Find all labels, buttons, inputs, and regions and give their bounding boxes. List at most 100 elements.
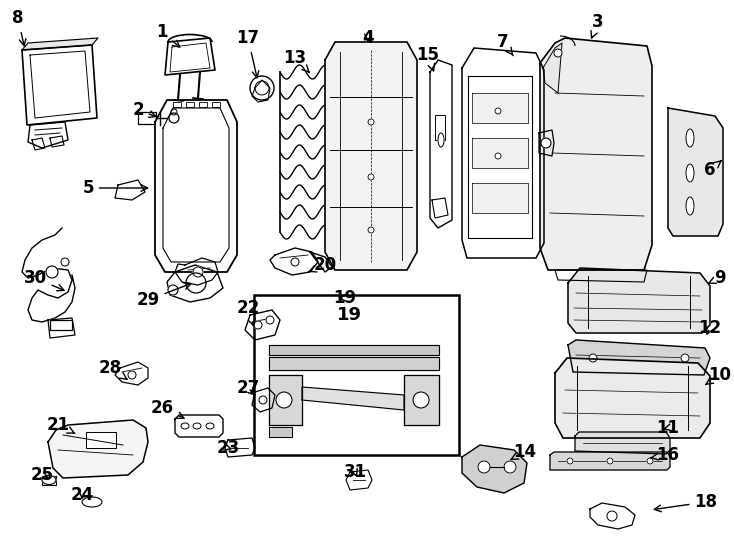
- Text: 23: 23: [217, 439, 239, 457]
- Polygon shape: [269, 345, 439, 355]
- Polygon shape: [155, 100, 237, 272]
- Circle shape: [61, 258, 69, 266]
- Ellipse shape: [181, 423, 189, 429]
- Polygon shape: [269, 427, 292, 437]
- Ellipse shape: [438, 133, 444, 147]
- Bar: [86, 432, 116, 448]
- Text: 11: 11: [656, 419, 680, 437]
- Circle shape: [276, 392, 292, 408]
- Text: 4: 4: [362, 29, 374, 47]
- Circle shape: [250, 76, 274, 100]
- Polygon shape: [325, 42, 417, 270]
- Polygon shape: [50, 136, 64, 147]
- Circle shape: [186, 273, 206, 293]
- Circle shape: [168, 285, 178, 295]
- Text: 27: 27: [236, 379, 260, 397]
- Text: 10: 10: [705, 366, 732, 384]
- Polygon shape: [543, 43, 562, 93]
- Circle shape: [413, 392, 429, 408]
- Polygon shape: [462, 445, 527, 493]
- Polygon shape: [468, 76, 532, 238]
- Polygon shape: [170, 43, 210, 72]
- Polygon shape: [269, 357, 439, 370]
- Circle shape: [495, 108, 501, 114]
- Circle shape: [46, 266, 58, 278]
- Circle shape: [128, 371, 136, 379]
- Circle shape: [254, 321, 262, 329]
- Circle shape: [291, 258, 299, 266]
- Text: 24: 24: [70, 486, 94, 504]
- Polygon shape: [175, 258, 218, 285]
- Ellipse shape: [686, 164, 694, 182]
- Text: 22: 22: [236, 299, 260, 326]
- Circle shape: [368, 119, 374, 125]
- Polygon shape: [568, 340, 710, 375]
- Polygon shape: [539, 130, 554, 156]
- Polygon shape: [22, 38, 98, 50]
- Text: 2: 2: [132, 101, 156, 119]
- Text: 3: 3: [591, 13, 604, 38]
- Text: 25: 25: [30, 466, 54, 484]
- Polygon shape: [462, 48, 544, 258]
- Bar: [186, 102, 194, 107]
- Circle shape: [541, 138, 551, 148]
- Text: 6: 6: [704, 161, 721, 179]
- Text: 7: 7: [497, 33, 513, 56]
- Polygon shape: [163, 108, 229, 262]
- Circle shape: [259, 396, 267, 404]
- Polygon shape: [22, 45, 97, 125]
- Bar: [42, 476, 56, 485]
- Polygon shape: [245, 310, 280, 340]
- Polygon shape: [346, 470, 372, 490]
- Polygon shape: [252, 388, 275, 412]
- Circle shape: [171, 109, 177, 115]
- Ellipse shape: [82, 497, 102, 507]
- Circle shape: [169, 113, 179, 123]
- Polygon shape: [270, 248, 318, 275]
- Polygon shape: [30, 51, 90, 118]
- Ellipse shape: [686, 197, 694, 215]
- Circle shape: [368, 174, 374, 180]
- Circle shape: [589, 354, 597, 362]
- Polygon shape: [48, 318, 75, 338]
- Text: 8: 8: [12, 9, 26, 46]
- Text: 19: 19: [336, 306, 362, 324]
- Bar: [138, 112, 156, 124]
- Polygon shape: [302, 387, 404, 410]
- Circle shape: [193, 267, 203, 277]
- Polygon shape: [115, 180, 145, 200]
- Bar: [435, 115, 445, 140]
- Ellipse shape: [42, 476, 56, 484]
- Text: 13: 13: [283, 49, 309, 72]
- Ellipse shape: [686, 129, 694, 147]
- Polygon shape: [575, 432, 670, 454]
- Circle shape: [478, 461, 490, 473]
- Circle shape: [647, 458, 653, 464]
- Polygon shape: [269, 375, 302, 425]
- Text: 26: 26: [150, 399, 184, 418]
- Text: 9: 9: [708, 269, 726, 287]
- Text: 31: 31: [344, 463, 366, 481]
- Text: 18: 18: [654, 493, 718, 512]
- Circle shape: [255, 81, 269, 95]
- Polygon shape: [555, 358, 710, 438]
- Circle shape: [266, 316, 274, 324]
- Text: 17: 17: [236, 29, 260, 78]
- Polygon shape: [165, 38, 215, 75]
- Text: 16: 16: [651, 446, 680, 464]
- Text: 29: 29: [137, 283, 191, 309]
- Circle shape: [495, 153, 501, 159]
- Text: 21: 21: [46, 416, 75, 434]
- Polygon shape: [432, 198, 448, 218]
- Circle shape: [504, 461, 516, 473]
- Bar: [173, 102, 181, 107]
- Text: 14: 14: [511, 443, 537, 461]
- Polygon shape: [310, 252, 332, 272]
- Text: 15: 15: [416, 46, 440, 71]
- Circle shape: [607, 458, 613, 464]
- Circle shape: [681, 354, 689, 362]
- Polygon shape: [540, 38, 652, 270]
- Polygon shape: [404, 375, 439, 425]
- Polygon shape: [167, 265, 223, 302]
- Polygon shape: [430, 60, 452, 228]
